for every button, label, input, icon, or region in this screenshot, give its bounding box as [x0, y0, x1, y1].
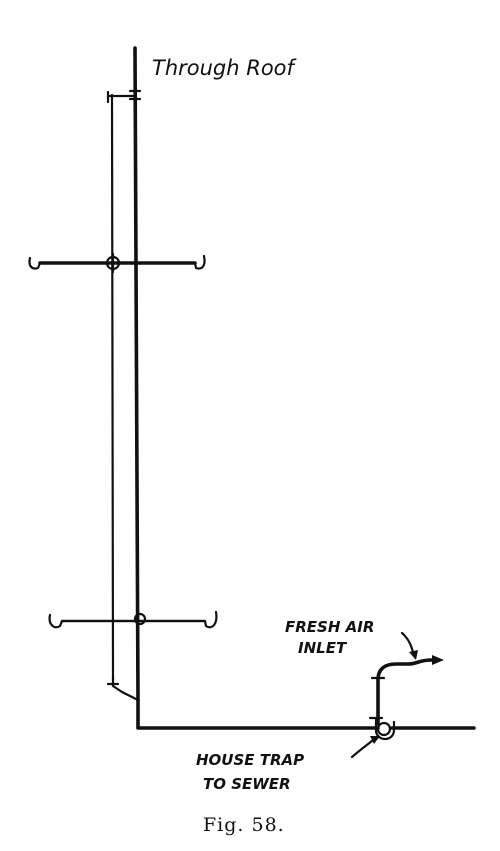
house-trap-cleanout	[376, 721, 392, 737]
soil-stack	[133, 46, 140, 702]
vent-bottom-connector	[111, 676, 140, 702]
lower-branch-fitting	[133, 612, 147, 626]
fresh-air-label-line2: INLET	[298, 639, 348, 657]
house-drain	[136, 698, 380, 730]
house-trap-label-line1: HOUSE TRAP	[196, 751, 304, 769]
figure-caption: Fig. 58.	[203, 814, 285, 836]
house-trap-leader-arrow	[370, 736, 380, 744]
vent-stack	[110, 93, 115, 682]
through-roof-label: Through Roof	[152, 56, 298, 80]
fresh-air-riser	[376, 658, 434, 726]
fresh-air-arrowhead	[432, 655, 444, 665]
fresh-air-leader-arrow	[409, 650, 418, 660]
fresh-air-label-line1: FRESH AIR	[285, 618, 374, 636]
house-trap	[374, 716, 396, 741]
house-trap-label-line2: TO SEWER	[203, 775, 291, 793]
house-trap-leader	[350, 736, 378, 759]
lower-fixture-branch	[48, 610, 218, 629]
